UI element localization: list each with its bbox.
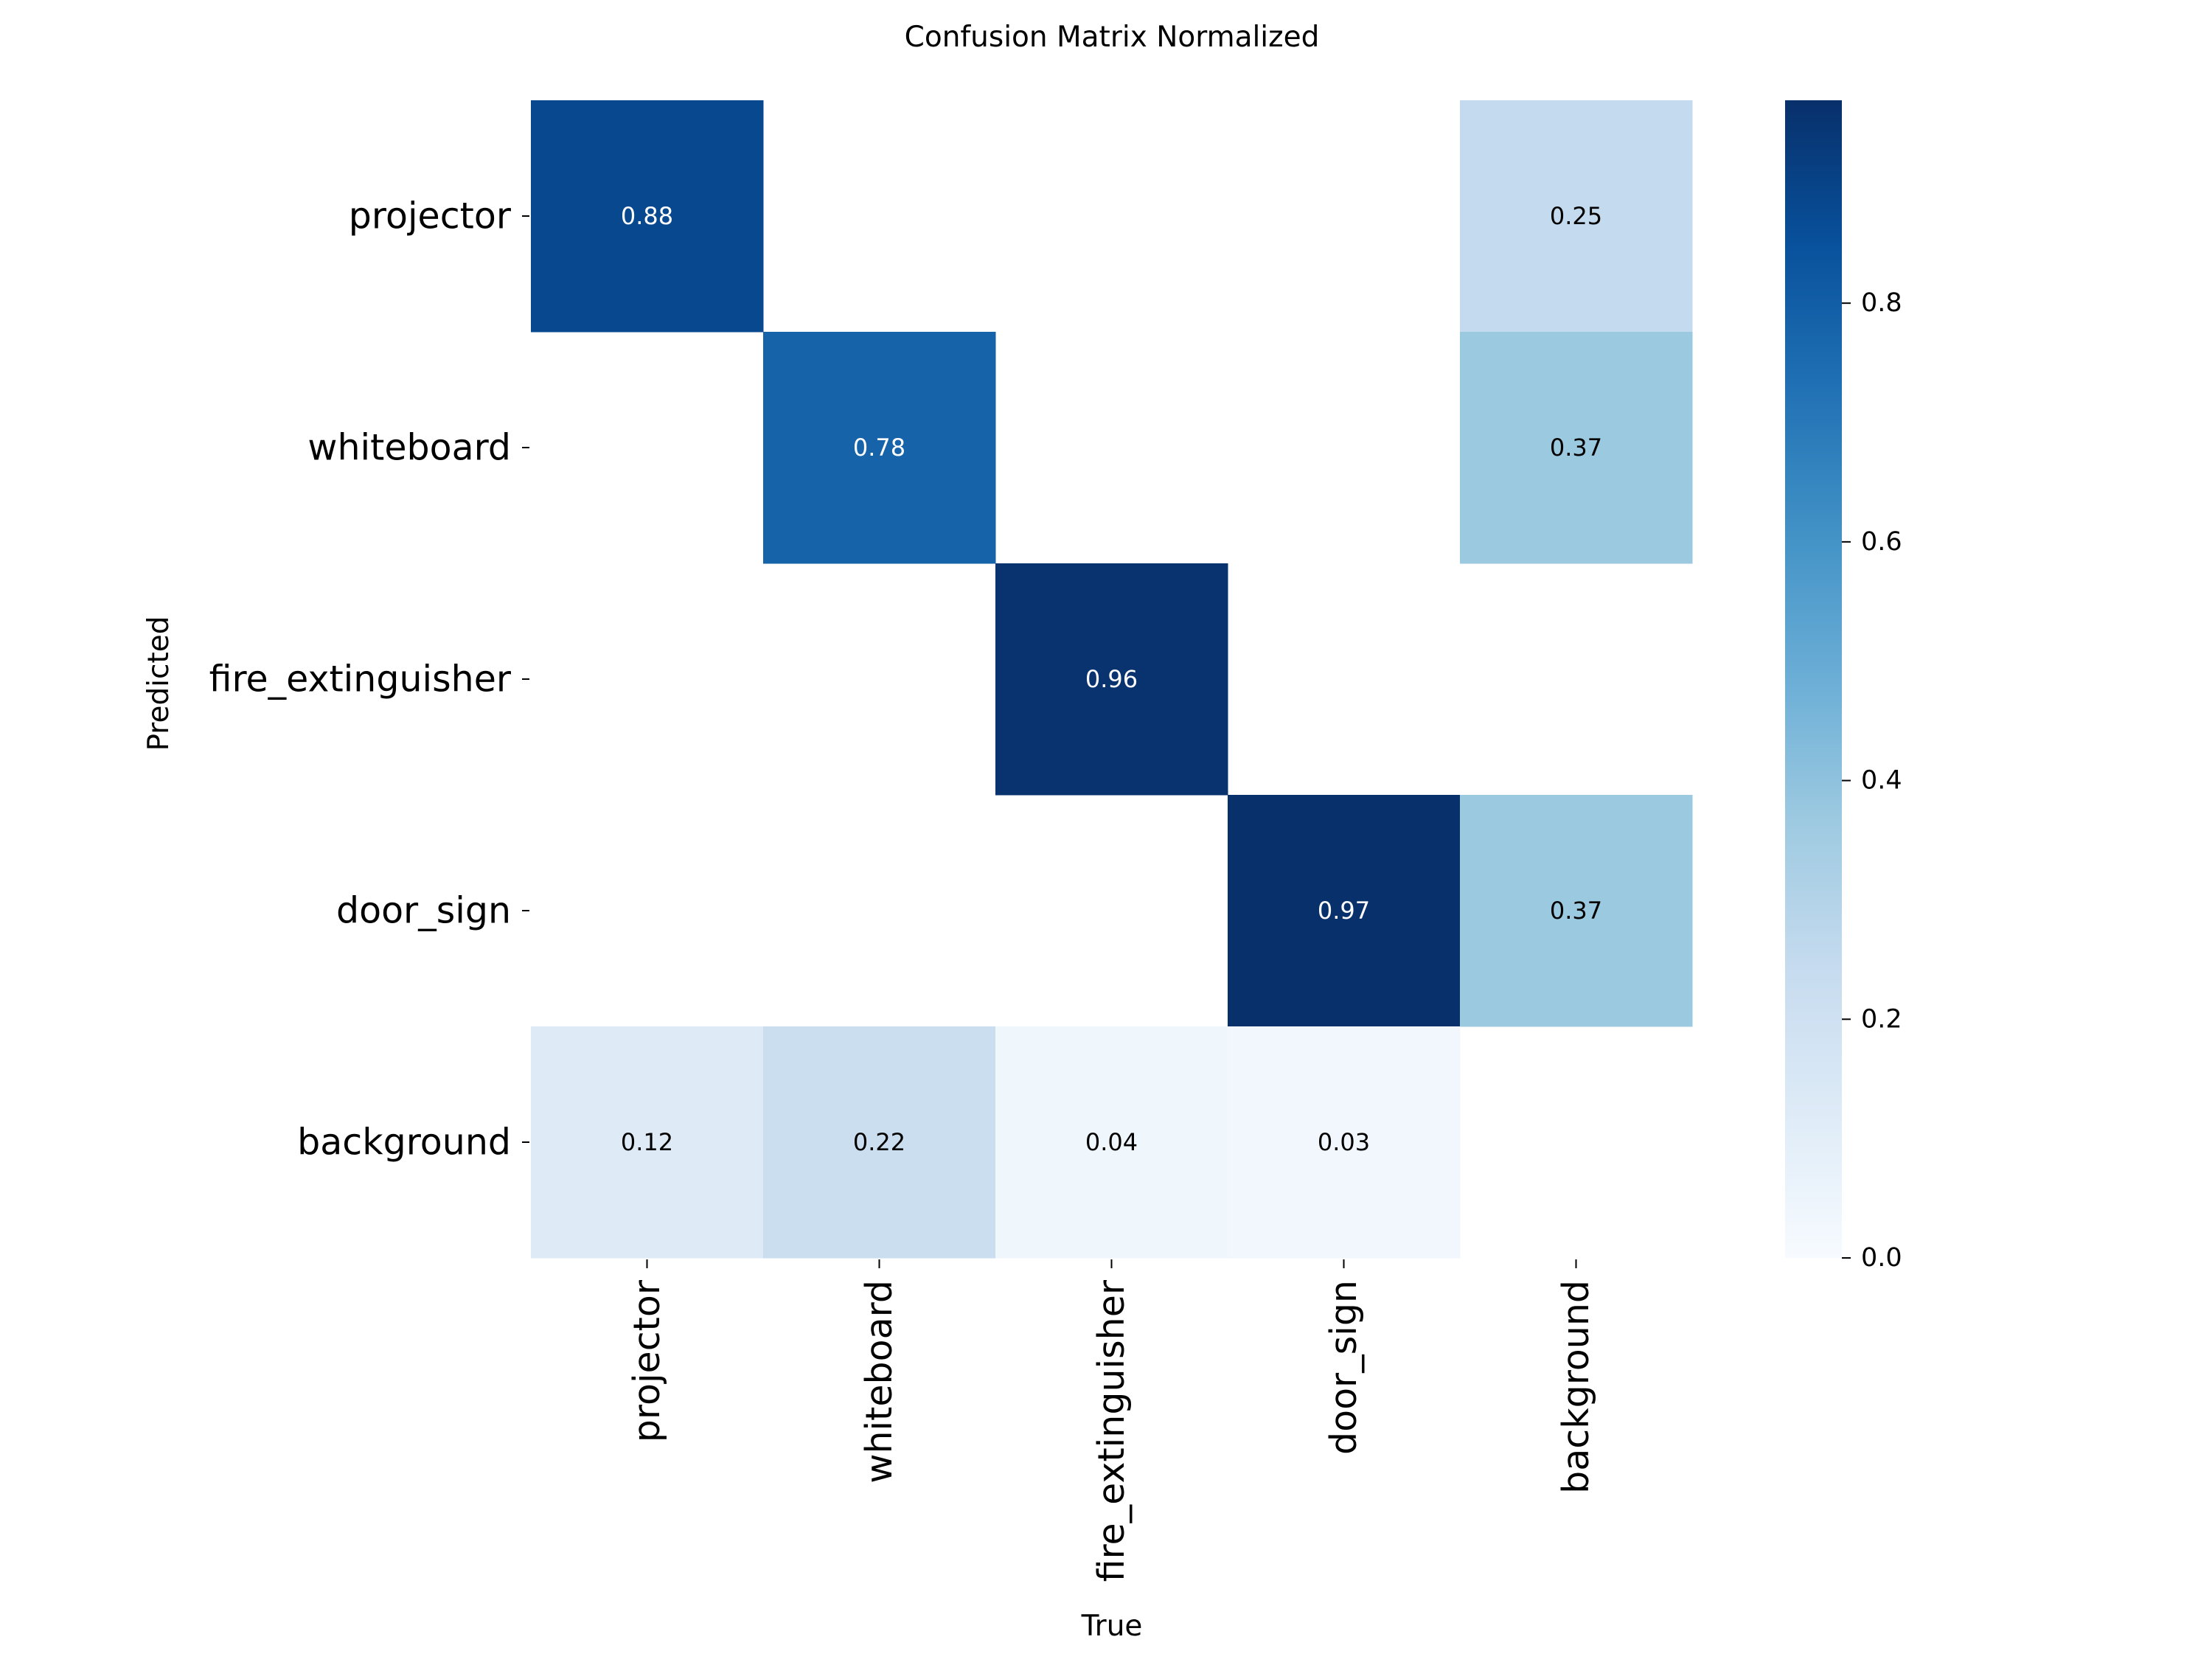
heatmap-cell <box>995 1026 1228 1259</box>
cell-value-label: 0.78 <box>853 434 905 462</box>
cell-value-label: 0.03 <box>1318 1128 1370 1156</box>
heatmap-cells <box>531 100 1693 1259</box>
colorbar-tick-label: 0.0 <box>1861 1243 1902 1273</box>
cell-value-label: 0.04 <box>1085 1128 1138 1156</box>
y-axis: projector whiteboard fire_extinguisherdoor… <box>209 195 529 1164</box>
cell-value-label: 0.22 <box>853 1128 905 1156</box>
y-tick-label: background <box>297 1122 511 1164</box>
y-tick-label: fire_extinguisher <box>209 658 512 700</box>
heatmap-cell <box>531 100 764 333</box>
cell-value-label: 0.25 <box>1550 202 1602 230</box>
colorbar-tick-label: 0.8 <box>1861 288 1902 318</box>
heatmap-cell <box>995 563 1228 796</box>
x-tick-label: door_sign <box>1323 1280 1365 1455</box>
heatmap-cell <box>763 332 996 564</box>
x-tick-label: projector <box>626 1279 668 1442</box>
heatmap-cell <box>1228 795 1461 1027</box>
x-tick-label: background <box>1555 1280 1597 1494</box>
cell-value-label: 0.37 <box>1550 434 1602 462</box>
y-axis-label: Predicted <box>142 616 175 751</box>
heatmap-cell <box>1460 100 1693 333</box>
x-tick-label: fire_extinguisher <box>1091 1279 1133 1582</box>
y-tick-label: door_sign <box>336 890 511 932</box>
cell-value-label: 0.88 <box>621 202 673 230</box>
x-axis: projector whiteboard fire_extinguisher door… <box>626 1259 1597 1582</box>
heatmap-cell <box>1460 332 1693 564</box>
heatmap-cell <box>1460 795 1693 1027</box>
heatmap-cell <box>1228 1026 1461 1259</box>
heatmap-cell-labels: 0.88 0.25 0.78 0.37 0.96 0.97 0.37 0.12 0.22 0.04… <box>621 202 1602 1156</box>
heatmap-cell <box>531 1026 764 1259</box>
x-axis-label: True <box>1081 1610 1143 1643</box>
x-tick-label: whiteboard <box>858 1280 900 1484</box>
y-tick-label: whiteboard <box>307 427 511 469</box>
colorbar-ticks: 0.0 0.2 0.4 0.6 0.8 <box>1842 288 1902 1273</box>
cell-value-label: 0.12 <box>621 1128 673 1156</box>
colorbar-gradient <box>1785 100 1842 1258</box>
cell-value-label: 0.96 <box>1085 665 1138 693</box>
chart-title: Confusion Matrix Normalized <box>905 21 1320 54</box>
colorbar: 0.0 0.2 0.4 0.6 0.8 <box>1785 100 1902 1273</box>
cell-value-label: 0.37 <box>1550 897 1602 925</box>
colorbar-tick-label: 0.6 <box>1861 527 1902 557</box>
cell-value-label: 0.97 <box>1318 897 1370 925</box>
colorbar-tick-label: 0.4 <box>1861 766 1902 796</box>
heatmap-cell <box>763 1026 996 1259</box>
y-tick-label: projector <box>349 195 512 237</box>
colorbar-tick-label: 0.2 <box>1861 1004 1902 1034</box>
